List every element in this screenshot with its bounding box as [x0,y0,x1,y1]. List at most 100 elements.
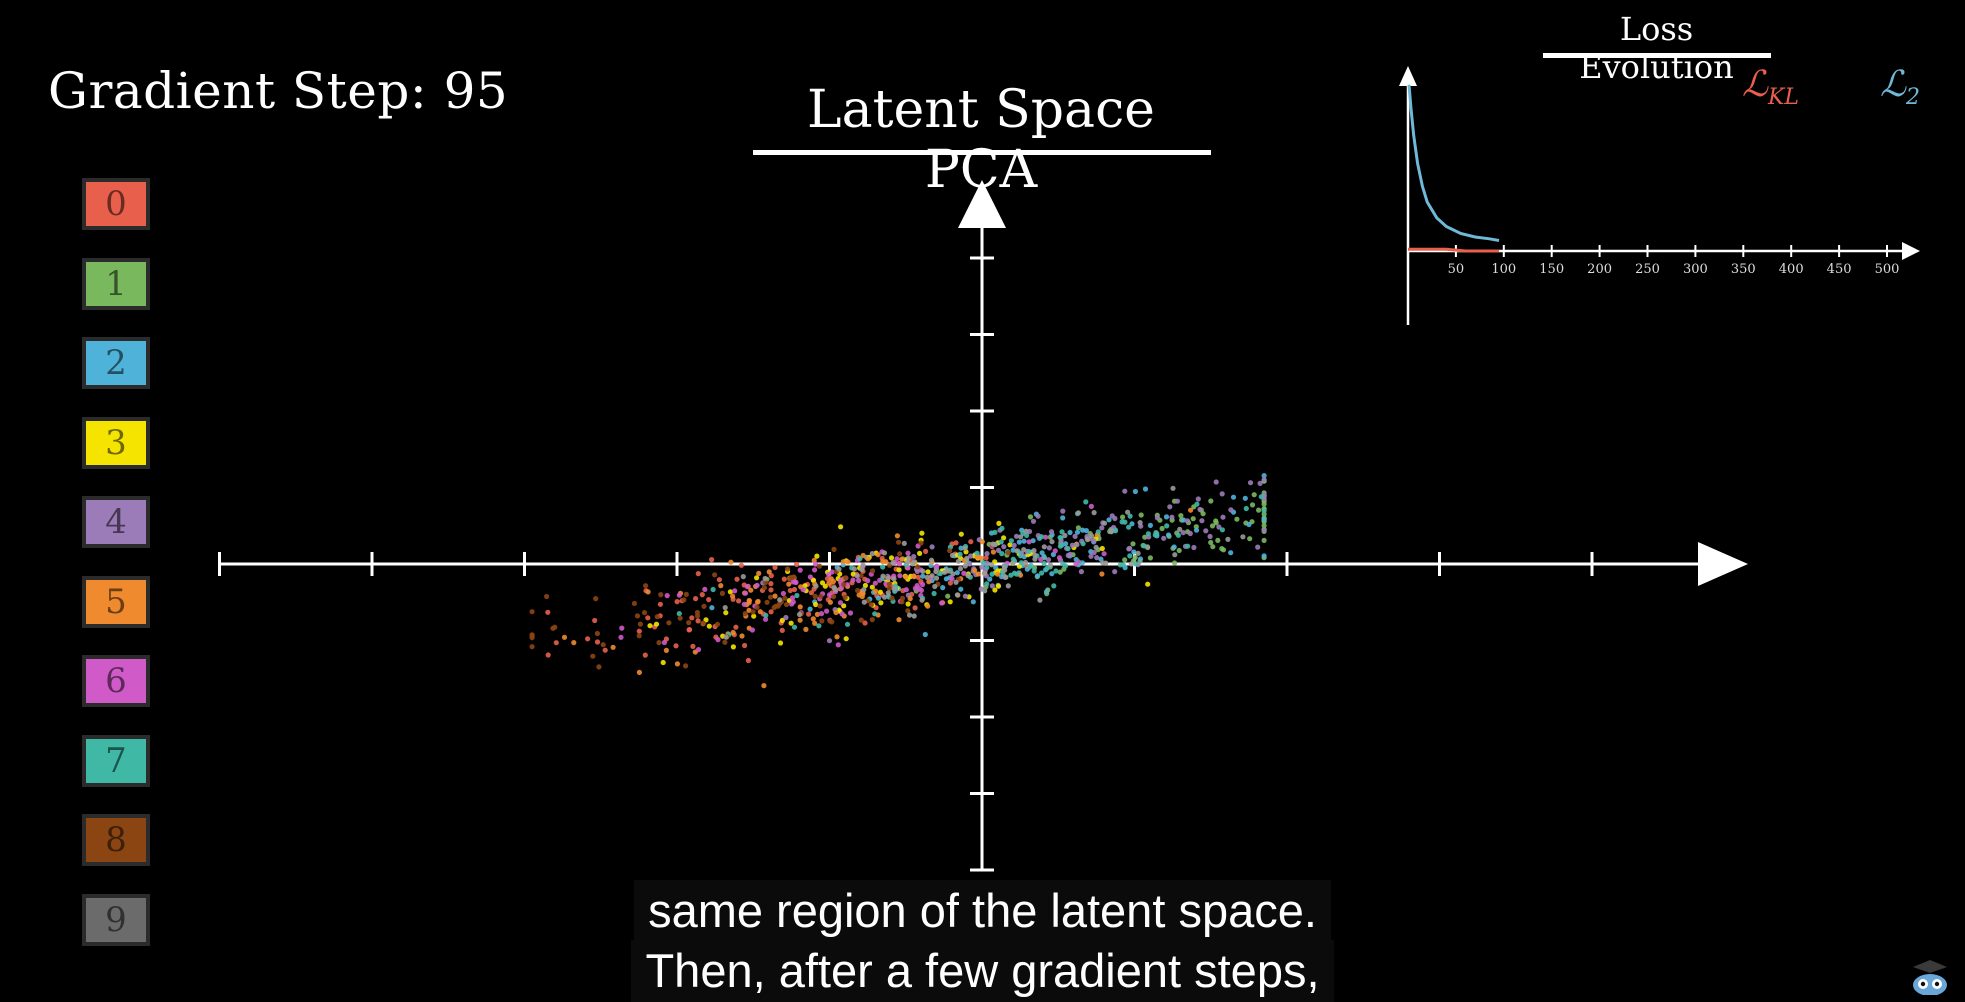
scatter-point [693,596,699,602]
scatter-point [831,585,837,591]
gradient-step-label: Gradient Step: 95 [48,62,508,120]
scatter-point [1099,525,1105,531]
scatter-point [989,571,995,577]
scatter-point [860,552,866,559]
scatter-point [928,557,935,563]
scatter-point [1180,530,1186,536]
scatter-point [1170,485,1176,491]
scatter-point [783,614,789,621]
scatter-point [1062,532,1068,539]
scatter-point [835,642,841,648]
scatter-point [676,611,682,617]
l2-loss-subscript: 2 [1905,85,1920,111]
scatter-point [845,559,851,565]
scatter-point [839,611,845,617]
scatter-point [862,620,868,626]
legend-item-5: 5 [82,575,150,628]
scatter-point [912,585,919,592]
scatter-point [850,571,856,577]
scatter-point [907,596,913,602]
legend-item-6: 6 [82,655,150,707]
scatter-point [664,593,670,599]
scatter-point [690,643,696,650]
scatter-point [1027,564,1033,570]
scatter-point [636,628,642,634]
scatter-point [824,608,830,614]
scatter-point [843,575,849,581]
scatter-point [962,545,968,551]
loss-x-tick-label: 150 [1539,262,1564,277]
scatter-point [1037,597,1043,603]
scatter-point [529,609,535,615]
scatter-point [742,611,748,617]
scatter-point [673,643,679,649]
scatter-point [1049,571,1055,577]
scatter-point [896,567,902,573]
scatter-point [754,582,760,588]
scatter-point [1190,516,1196,522]
scatter-point [984,551,990,557]
scatter-point [1083,499,1089,505]
scatter-point [889,595,895,601]
scatter-series-7 [676,494,1267,638]
scatter-point [1059,542,1065,548]
scatter-point [906,555,912,561]
scatter-point [1045,557,1052,563]
scatter-point [926,579,932,585]
scatter-point [999,525,1005,531]
scatter-point [1091,538,1097,544]
latent-space-title-underline [753,150,1211,155]
scatter-point [1213,520,1219,526]
scatter-point [958,586,964,592]
scatter-point [1001,544,1007,550]
scatter-point [767,594,774,600]
scatter-point [1261,527,1267,533]
scatter-point [807,574,814,580]
scatter-point [1032,556,1038,562]
scatter-point [749,627,756,633]
scatter-point [918,540,924,546]
scatter-point [828,576,834,582]
scatter-point [841,581,847,588]
scatter-point [1021,538,1027,544]
scatter-point [777,640,784,646]
scatter-point [1122,519,1128,525]
legend-item-8: 8 [82,814,150,866]
scatter-point [989,562,995,568]
scatter-point [1057,535,1063,541]
scatter-point [1193,527,1200,533]
scatter-point [1072,533,1078,540]
scatter-point [1142,486,1149,492]
scatter-point [686,620,692,626]
scatter-point [978,555,984,561]
scatter-point [875,595,882,601]
scatter-point [768,587,774,593]
scatter-point [1131,549,1137,555]
scatter-point [592,617,598,624]
scatter-point [1161,535,1167,541]
scatter-point [872,580,878,586]
scatter-point [880,573,886,579]
scatter-point [1261,553,1267,559]
scatter-point [761,683,767,689]
scatter-point [813,583,819,589]
scatter-point [1165,532,1172,538]
scatter-point [797,617,803,623]
scatter-point [813,561,819,567]
loss-x-tick-label: 400 [1779,262,1804,277]
scatter-point [819,618,825,624]
scatter-point [660,659,666,666]
scatter-point [643,583,649,589]
scatter-point [1080,527,1086,533]
scatter-point [757,609,763,615]
scatter-point [878,600,884,606]
scatter-point [1152,532,1158,538]
scatter-point [642,652,648,658]
scatter-point [763,616,769,622]
scatter-point [869,617,875,623]
scatter-point [1261,501,1267,507]
scatter-point [1242,495,1248,501]
scatter-point [998,539,1004,545]
scatter-point [1026,539,1032,545]
scatter-point [981,570,987,577]
